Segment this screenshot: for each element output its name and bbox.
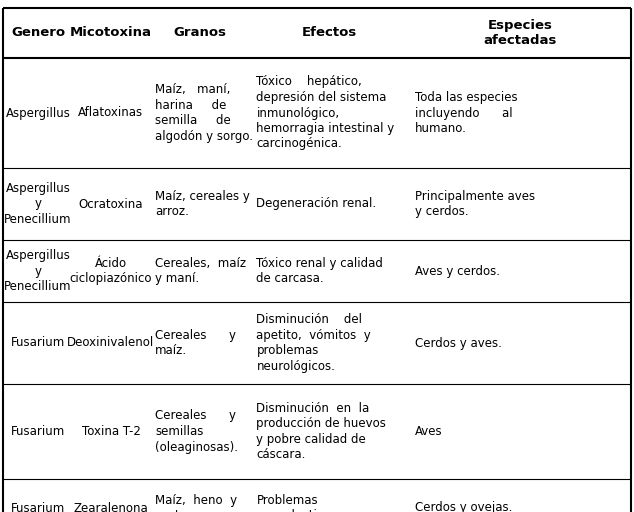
Text: Toda las especies
incluyendo      al
humano.: Toda las especies incluyendo al humano. [415, 91, 517, 135]
Text: Aflatoxinas: Aflatoxinas [79, 106, 143, 119]
Text: Cereales,  maíz
y maní.: Cereales, maíz y maní. [155, 257, 246, 285]
Text: Aspergillus
y
Penecillium: Aspergillus y Penecillium [4, 182, 72, 226]
Text: Maíz,   maní,
harina     de
semilla     de
algodón y sorgo.: Maíz, maní, harina de semilla de algodón… [155, 83, 253, 143]
Text: Deoxinivalenol: Deoxinivalenol [67, 336, 155, 350]
Text: Granos: Granos [173, 27, 226, 39]
Text: Aspergillus: Aspergillus [6, 106, 70, 119]
Text: Micotoxina: Micotoxina [70, 27, 152, 39]
Text: Aves: Aves [415, 425, 443, 438]
Text: Degeneración renal.: Degeneración renal. [256, 198, 377, 210]
Text: Fusarium: Fusarium [11, 336, 65, 350]
Text: Tóxico    hepático,
depresión del sistema
inmunológico,
hemorragia intestinal y
: Tóxico hepático, depresión del sistema i… [256, 75, 395, 151]
Text: Zearalenona: Zearalenona [74, 501, 148, 512]
Text: Genero: Genero [11, 27, 65, 39]
Text: Efectos: Efectos [302, 27, 358, 39]
Text: Cereales      y
maíz.: Cereales y maíz. [155, 329, 236, 357]
Text: Aves y cerdos.: Aves y cerdos. [415, 265, 500, 278]
Text: Maíz,  heno  y
pasto.: Maíz, heno y pasto. [155, 494, 237, 512]
Text: Cereales      y
semillas
(oleaginosas).: Cereales y semillas (oleaginosas). [155, 410, 238, 454]
Text: Ácido
ciclopiazónico: Ácido ciclopiazónico [70, 257, 152, 285]
Text: Maíz, cereales y
arroz.: Maíz, cereales y arroz. [155, 190, 250, 218]
Text: Especies
afectadas: Especies afectadas [483, 19, 557, 47]
Text: Cerdos y ovejas.: Cerdos y ovejas. [415, 501, 512, 512]
Text: Fusarium: Fusarium [11, 425, 65, 438]
Text: Cerdos y aves.: Cerdos y aves. [415, 336, 501, 350]
Text: Disminución    del
apetito,  vómitos  y
problemas
neurológicos.: Disminución del apetito, vómitos y probl… [256, 313, 371, 373]
Text: Aspergillus
y
Penecillium: Aspergillus y Penecillium [4, 249, 72, 293]
Text: Fusarium: Fusarium [11, 501, 65, 512]
Text: Tóxico renal y calidad
de carcasa.: Tóxico renal y calidad de carcasa. [256, 257, 384, 285]
Text: Disminución  en  la
producción de huevos
y pobre calidad de
cáscara.: Disminución en la producción de huevos y… [256, 402, 386, 461]
Text: Toxina T-2: Toxina T-2 [82, 425, 140, 438]
Text: Ocratoxina: Ocratoxina [79, 198, 143, 210]
Text: Problemas
reproductivos.: Problemas reproductivos. [256, 494, 341, 512]
Text: Principalmente aves
y cerdos.: Principalmente aves y cerdos. [415, 190, 535, 218]
